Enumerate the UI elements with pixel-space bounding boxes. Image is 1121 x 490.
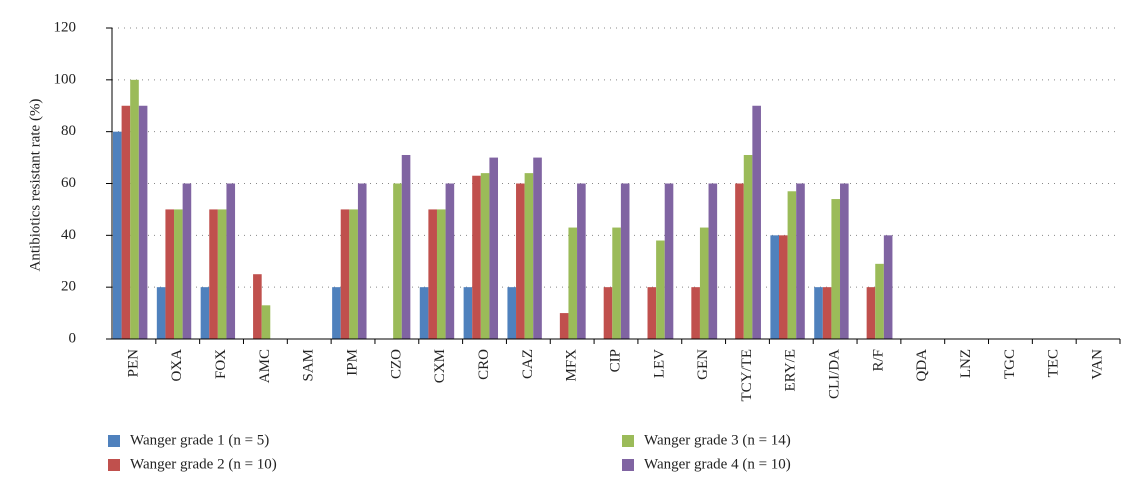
y-tick-label: 40 xyxy=(61,227,76,243)
bar xyxy=(401,154,411,339)
x-tick-label: FOX xyxy=(213,349,229,379)
bar xyxy=(577,183,586,339)
x-tick-label: R/F xyxy=(870,349,886,372)
x-tick-label: CXM xyxy=(432,349,448,383)
bar xyxy=(489,157,499,339)
bar xyxy=(445,183,455,339)
bar xyxy=(883,235,893,339)
bar xyxy=(699,227,709,339)
bar xyxy=(787,191,797,339)
bar xyxy=(814,287,823,339)
bar xyxy=(796,183,805,339)
bar xyxy=(165,209,175,339)
bar xyxy=(436,209,446,339)
bar xyxy=(393,183,402,339)
bar xyxy=(691,287,700,339)
bar xyxy=(130,79,139,339)
x-tick-label: QDA xyxy=(914,349,930,382)
bar xyxy=(428,209,437,339)
bar xyxy=(708,183,718,339)
legend-swatch xyxy=(622,459,634,471)
x-tick-label: CLI/DA xyxy=(827,349,843,399)
x-tick-label: SAM xyxy=(301,349,317,382)
x-tick-label: CAZ xyxy=(520,349,536,379)
y-tick-label: 80 xyxy=(61,123,76,139)
y-tick-label: 0 xyxy=(69,330,77,346)
bar xyxy=(647,287,657,339)
bar xyxy=(735,183,744,339)
bar xyxy=(831,199,841,339)
bar xyxy=(770,235,779,339)
bar xyxy=(664,183,674,339)
legend-swatch xyxy=(622,435,634,447)
y-tick-label: 120 xyxy=(54,19,77,35)
x-tick-label: TCY/TE xyxy=(739,349,755,402)
x-tick-label: OXA xyxy=(169,349,185,382)
bar xyxy=(866,287,876,339)
bar xyxy=(357,183,367,339)
legend-label: Wanger grade 3 (n = 14) xyxy=(644,432,791,448)
bar xyxy=(340,209,350,339)
bar xyxy=(182,183,192,339)
y-tick-label: 100 xyxy=(54,71,77,87)
bar xyxy=(200,287,210,339)
legend-swatch xyxy=(108,459,120,471)
bar xyxy=(533,157,542,339)
bar xyxy=(603,287,613,339)
x-tick-label: GEN xyxy=(695,349,711,380)
x-tick-label: VAN xyxy=(1090,349,1106,380)
x-tick-label: AMC xyxy=(257,349,273,383)
legend-label: Wanger grade 2 (n = 10) xyxy=(130,456,277,472)
bar xyxy=(419,287,429,339)
x-tick-label: MFX xyxy=(564,349,580,382)
x-tick-label: TEC xyxy=(1046,349,1062,377)
bar xyxy=(121,105,131,339)
bar xyxy=(472,175,481,339)
bar xyxy=(156,287,166,339)
x-tick-label: CZO xyxy=(388,349,404,379)
bar xyxy=(217,209,227,339)
x-tick-label: CIP xyxy=(607,349,623,372)
y-axis-label: Antibiotics resistant rate (%) xyxy=(27,99,43,272)
bar xyxy=(480,173,490,339)
x-tick-label: ERY/E xyxy=(783,349,799,392)
y-tick-label: 20 xyxy=(61,279,76,295)
bar xyxy=(261,305,271,339)
bar xyxy=(620,183,630,339)
bar xyxy=(778,235,788,339)
bar xyxy=(226,183,236,339)
bar xyxy=(656,240,665,339)
bar xyxy=(174,209,183,339)
x-tick-label: PEN xyxy=(125,349,141,378)
legend-label: Wanger grade 4 (n = 10) xyxy=(644,456,791,472)
bar xyxy=(568,227,578,339)
bar xyxy=(138,105,148,339)
bar xyxy=(524,173,534,339)
bar xyxy=(463,287,473,339)
bar xyxy=(612,227,621,339)
bar xyxy=(840,183,849,339)
x-tick-label: CRO xyxy=(476,349,492,380)
bar xyxy=(507,287,517,339)
x-tick-label: IPM xyxy=(344,349,360,376)
bar xyxy=(822,287,832,339)
bar xyxy=(209,209,218,339)
bar xyxy=(349,209,358,339)
bar xyxy=(559,313,569,339)
bar xyxy=(332,287,341,339)
x-tick-label: TGC xyxy=(1002,349,1018,379)
bar xyxy=(752,105,761,339)
legend-label: Wanger grade 1 (n = 5) xyxy=(130,432,269,448)
bar xyxy=(253,274,262,339)
y-tick-label: 60 xyxy=(61,175,76,191)
legend-swatch xyxy=(108,435,120,447)
x-tick-label: LNZ xyxy=(958,349,974,378)
bar xyxy=(516,183,525,339)
bar xyxy=(113,131,122,339)
bar xyxy=(743,154,753,339)
x-tick-label: LEV xyxy=(651,349,667,378)
bar xyxy=(875,263,884,339)
